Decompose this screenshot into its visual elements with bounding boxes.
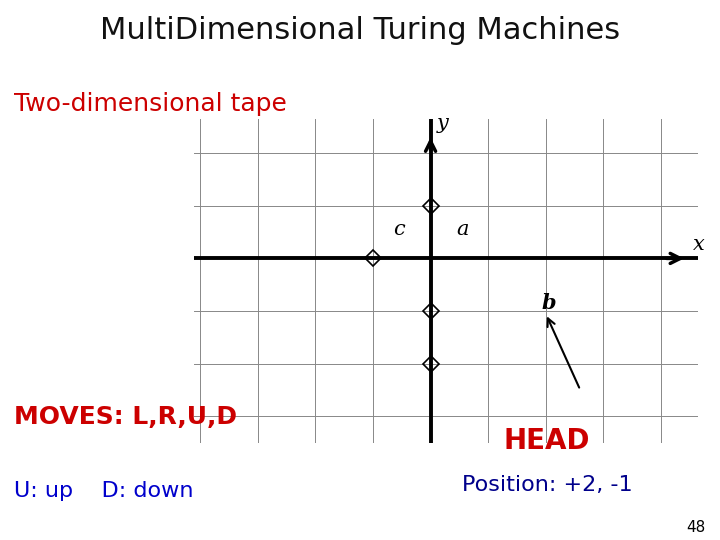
Text: HEAD: HEAD xyxy=(504,427,590,455)
Text: b: b xyxy=(541,293,556,313)
Text: c: c xyxy=(393,220,405,239)
Text: Position: +2, -1: Position: +2, -1 xyxy=(462,475,632,495)
Text: U: up    D: down: U: up D: down xyxy=(14,481,194,501)
Text: 48: 48 xyxy=(686,519,706,535)
Text: Two-dimensional tape: Two-dimensional tape xyxy=(14,92,287,116)
Text: y: y xyxy=(436,114,448,133)
Text: MOVES: L,R,U,D: MOVES: L,R,U,D xyxy=(14,405,238,429)
Text: MultiDimensional Turing Machines: MultiDimensional Turing Machines xyxy=(100,16,620,45)
Text: a: a xyxy=(456,220,469,239)
Text: x: x xyxy=(693,235,704,254)
